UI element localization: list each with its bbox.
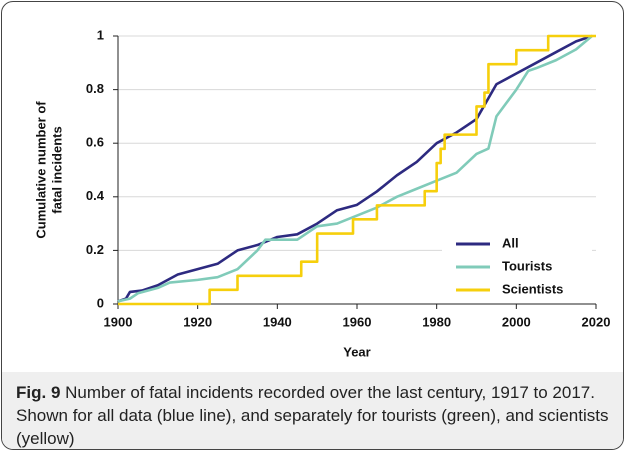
x-tick-label: 1960 [343,314,372,329]
x-tick-label: 1980 [422,314,451,329]
x-tick-label: 1920 [183,314,212,329]
y-axis-label: fatal incidents [49,126,64,213]
y-tick-label: 0.6 [86,135,104,150]
data-line [117,35,593,303]
x-tick-label: 1900 [104,314,133,329]
caption-text: Number of fatal incidents recorded over … [16,383,609,448]
y-tick-label: 0.2 [86,242,104,257]
x-tick-label: 2020 [582,314,611,329]
y-tick-label: 0.4 [86,188,105,203]
legend-label: All [502,235,519,250]
data-line [118,34,596,306]
x-tick-label: 1940 [263,314,292,329]
data-line [117,34,593,303]
y-tick-label: 1 [97,27,104,42]
y-tick-label: 0.8 [86,81,104,96]
legend-label: Scientists [502,281,563,296]
caption-label: Fig. 9 [16,383,61,402]
x-tick-label: 2000 [502,314,531,329]
legend-label: Tourists [502,258,552,273]
y-axis-label: Cumulative number of [33,101,48,239]
y-tick-label: 0 [97,295,104,310]
chart: 0 0.2 0.4 0.6 0.8 1 1900 1920 1940 1960 1980 2000 20… [33,27,611,359]
caption: Fig. 9 Number of fatal incidents recorde… [2,372,623,449]
x-axis-label: Year [343,344,370,359]
